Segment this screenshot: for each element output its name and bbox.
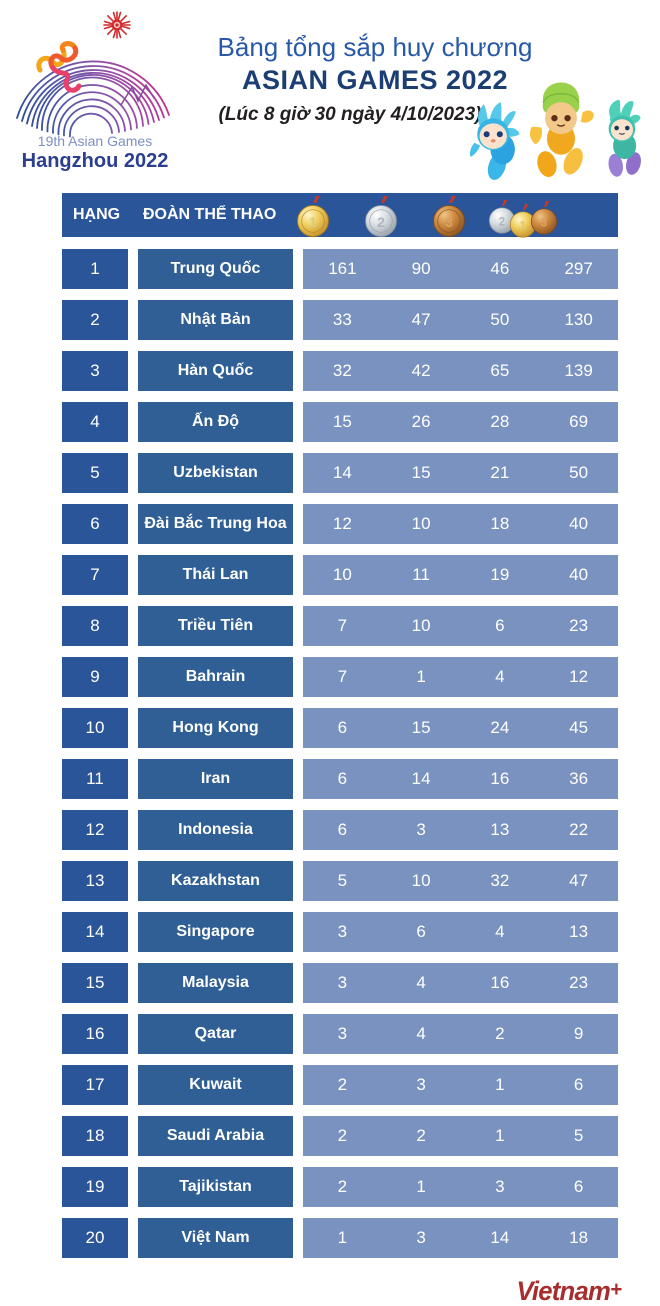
svg-text:2: 2 (499, 217, 505, 229)
svg-text:3: 3 (445, 214, 453, 230)
svg-text:1: 1 (309, 214, 317, 230)
svg-text:2: 2 (377, 214, 385, 230)
svg-text:3: 3 (541, 218, 547, 230)
svg-text:1: 1 (520, 221, 527, 233)
